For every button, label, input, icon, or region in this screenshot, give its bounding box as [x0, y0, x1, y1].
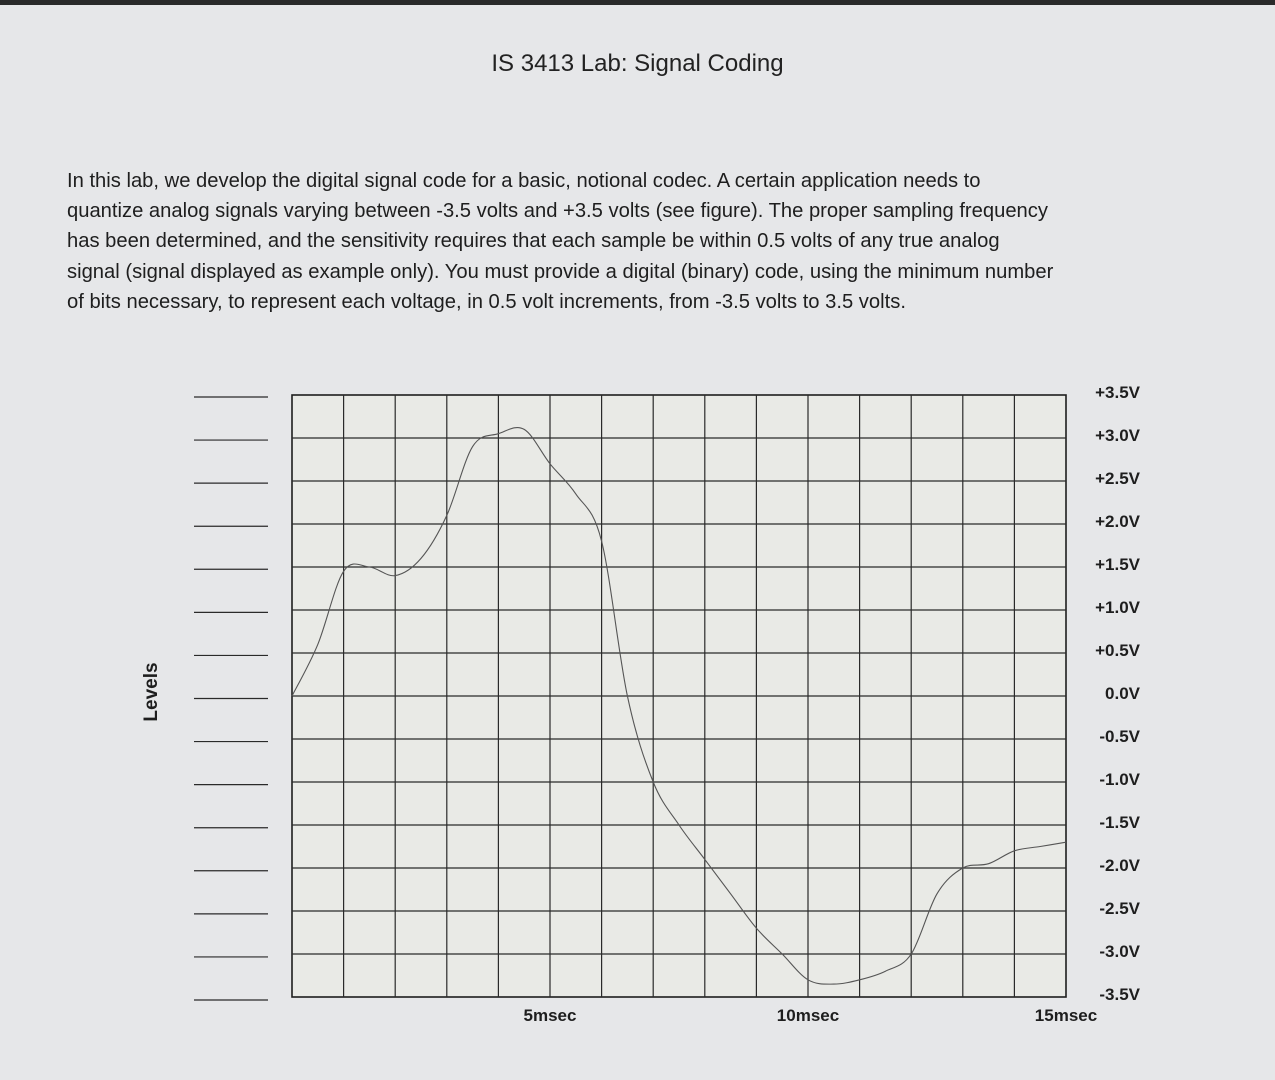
paragraph-line: of bits necessary, to represent each vol…	[67, 290, 906, 313]
page-title: IS 3413 Lab: Signal Coding	[491, 50, 784, 77]
level-blanks	[194, 396, 268, 1001]
voltage-label: +3.0V	[1095, 426, 1141, 445]
time-label: 5msec	[524, 1006, 577, 1025]
voltage-label: +1.0V	[1095, 598, 1141, 617]
paragraph-line: quantize analog signals varying between …	[67, 200, 1048, 223]
paragraph-line: In this lab, we develop the digital sign…	[67, 170, 981, 192]
voltage-label: -2.5V	[1099, 899, 1140, 918]
voltage-label: -2.0V	[1099, 856, 1140, 875]
paragraph-line: has been determined, and the sensitivity…	[67, 230, 1000, 253]
voltage-label: -3.5V	[1099, 985, 1140, 1004]
voltage-label: +1.5V	[1095, 555, 1141, 574]
voltage-label: 0.0V	[1105, 684, 1141, 703]
voltage-label: -3.0V	[1099, 942, 1140, 961]
voltage-label: -1.0V	[1099, 770, 1140, 789]
voltage-label: -0.5V	[1099, 727, 1140, 746]
instructions-paragraph: In this lab, we develop the digital sign…	[67, 166, 1227, 317]
chart-grid	[291, 394, 1067, 998]
time-label: 10msec	[777, 1006, 839, 1025]
paragraph-line: signal (signal displayed as example only…	[67, 260, 1054, 283]
top-edge	[0, 0, 1275, 5]
voltage-label: +3.5V	[1095, 383, 1141, 402]
voltage-label: +2.0V	[1095, 512, 1141, 531]
voltage-labels: +3.5V +3.0V +2.5V +2.0V +1.5V +1.0V +0.5V 0.0V -…	[1095, 383, 1141, 1004]
voltage-label: -1.5V	[1099, 813, 1140, 832]
signal-series	[291, 427, 1067, 985]
time-label: 15msec	[1035, 1006, 1097, 1025]
time-labels: 5msec 10msec 15msec	[524, 1006, 1098, 1025]
signal-line	[291, 427, 1067, 985]
voltage-label: +0.5V	[1095, 641, 1141, 660]
voltage-label: +2.5V	[1095, 469, 1141, 488]
